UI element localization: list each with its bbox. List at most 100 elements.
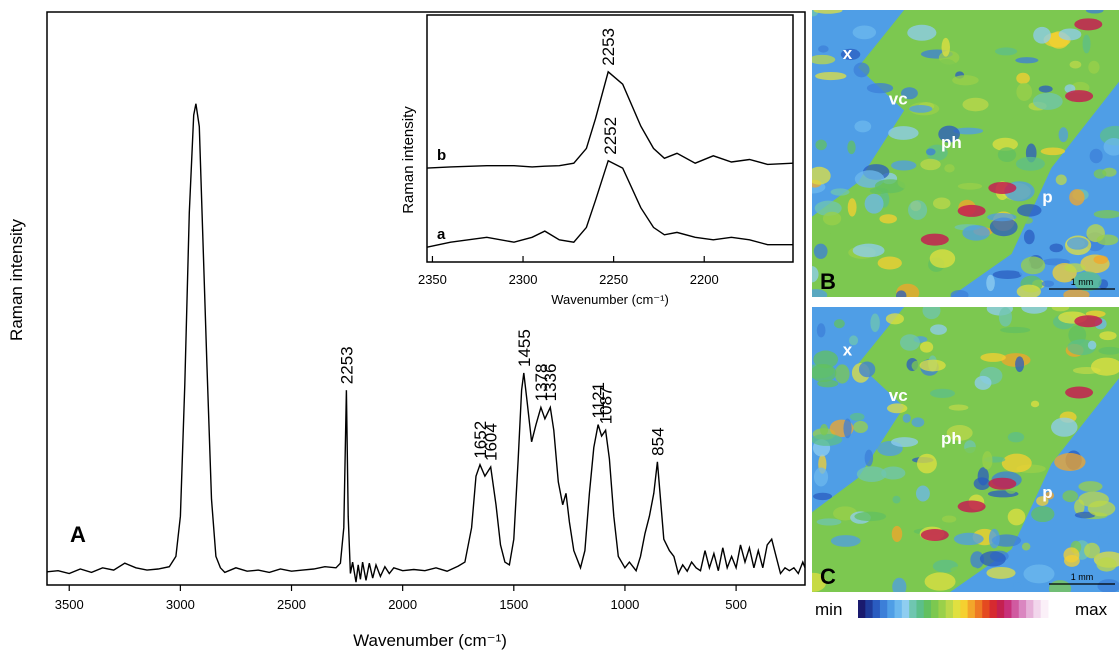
map-blob xyxy=(950,290,969,297)
map-blob xyxy=(812,433,843,446)
map-blob xyxy=(962,225,990,241)
map-blob xyxy=(881,466,906,480)
x-tick-label: 2300 xyxy=(509,272,538,287)
map-blob xyxy=(813,492,833,501)
map-blob xyxy=(1069,189,1085,206)
colorbar-cell xyxy=(879,600,888,618)
colorbar-cell xyxy=(923,600,932,618)
map-blob xyxy=(1063,288,1090,297)
x-axis-title: Wavenumber (cm⁻¹) xyxy=(353,631,507,650)
peak-label: 1455 xyxy=(515,329,534,367)
map-blob xyxy=(849,412,865,421)
colorbar-cell xyxy=(916,600,925,618)
x-tick-label: 500 xyxy=(725,597,747,612)
map-blob xyxy=(963,348,987,355)
y-axis-title: Raman intensity xyxy=(7,219,26,341)
map-blob xyxy=(864,193,884,214)
map-blob xyxy=(1090,357,1119,376)
map-blob xyxy=(891,437,919,447)
x-tick-label: 1000 xyxy=(610,597,639,612)
map-label: p xyxy=(1042,187,1052,206)
colorbar-cell xyxy=(938,600,947,618)
colorbar-cell xyxy=(1018,600,1027,618)
map-blob xyxy=(888,126,919,140)
map-blob xyxy=(849,335,859,346)
x-tick-label: 3000 xyxy=(166,597,195,612)
map-blob xyxy=(814,200,842,216)
map-blob xyxy=(922,307,941,320)
map-blob xyxy=(1023,229,1035,245)
colorbar-cell xyxy=(1040,600,1049,618)
peak-label: 1652 xyxy=(471,421,490,459)
x-tick-label: 2000 xyxy=(388,597,417,612)
map-blob xyxy=(856,466,887,482)
map-blob xyxy=(987,213,1017,222)
map-blob xyxy=(853,420,868,434)
map-blob xyxy=(864,449,874,467)
map-hotspot xyxy=(1065,386,1094,399)
x-tick-label: 2500 xyxy=(277,597,306,612)
map-blob xyxy=(986,566,1016,579)
map-label: x xyxy=(843,340,853,359)
map-blob xyxy=(1016,82,1033,101)
map-blob xyxy=(866,82,894,94)
map-blob xyxy=(1064,263,1086,273)
scale-label: 1 mm xyxy=(1071,572,1094,582)
map-blob xyxy=(853,62,870,78)
map-blob xyxy=(902,413,911,423)
inset-y-axis-title: Raman intensity xyxy=(400,106,417,214)
map-blob xyxy=(1021,307,1048,314)
map-blob xyxy=(988,528,1000,549)
map-blob xyxy=(879,214,897,224)
map-blob xyxy=(915,485,930,502)
map-region xyxy=(812,10,1119,297)
trace-label: a xyxy=(437,226,446,243)
map-blob xyxy=(930,324,947,335)
map-blob xyxy=(1023,564,1055,584)
map-blob xyxy=(1041,280,1055,287)
map-hotspot xyxy=(957,500,986,513)
peak-label: 1604 xyxy=(482,423,501,461)
map-blob xyxy=(925,148,936,156)
map-blob xyxy=(813,10,843,14)
colorbar-cell xyxy=(894,600,903,618)
map-blob xyxy=(993,69,1008,80)
map-label: p xyxy=(1042,483,1052,502)
map-blob xyxy=(891,160,917,171)
spectrum-line xyxy=(426,159,793,248)
map-label: vc xyxy=(889,90,908,109)
map-blob xyxy=(1038,85,1053,93)
colorbar-cell xyxy=(872,600,881,618)
colorbar-cell xyxy=(865,600,874,618)
colorbar-cell xyxy=(901,600,910,618)
map-blob xyxy=(929,249,956,268)
map-blob xyxy=(998,307,1012,327)
map-content xyxy=(812,307,1119,592)
map-blob xyxy=(1012,581,1022,591)
map-blob xyxy=(953,532,984,546)
map-blob xyxy=(924,572,956,591)
map-blob xyxy=(834,364,850,384)
map-blob xyxy=(961,447,986,461)
map-blob xyxy=(1058,28,1082,41)
colorbar-cell xyxy=(1026,600,1034,618)
map-blob xyxy=(1007,508,1026,526)
map-blob xyxy=(869,187,889,194)
map-blob xyxy=(950,565,979,574)
map-blob xyxy=(911,417,925,428)
map-hotspot xyxy=(920,529,949,541)
map-blob xyxy=(1099,331,1117,341)
map-blob xyxy=(929,388,955,398)
map-blob xyxy=(840,48,861,61)
inset-x-axis-title: Wavenumber (cm⁻¹) xyxy=(551,292,669,307)
map-blob xyxy=(877,256,902,270)
map-blob xyxy=(812,54,836,65)
map-blob xyxy=(820,423,829,436)
map-blob xyxy=(974,375,992,390)
map-blob xyxy=(843,418,852,439)
map-blob xyxy=(1078,481,1103,492)
map-label: ph xyxy=(941,429,962,448)
map-blob xyxy=(1066,237,1089,250)
map-blob xyxy=(977,467,989,486)
map-blob xyxy=(847,198,857,217)
